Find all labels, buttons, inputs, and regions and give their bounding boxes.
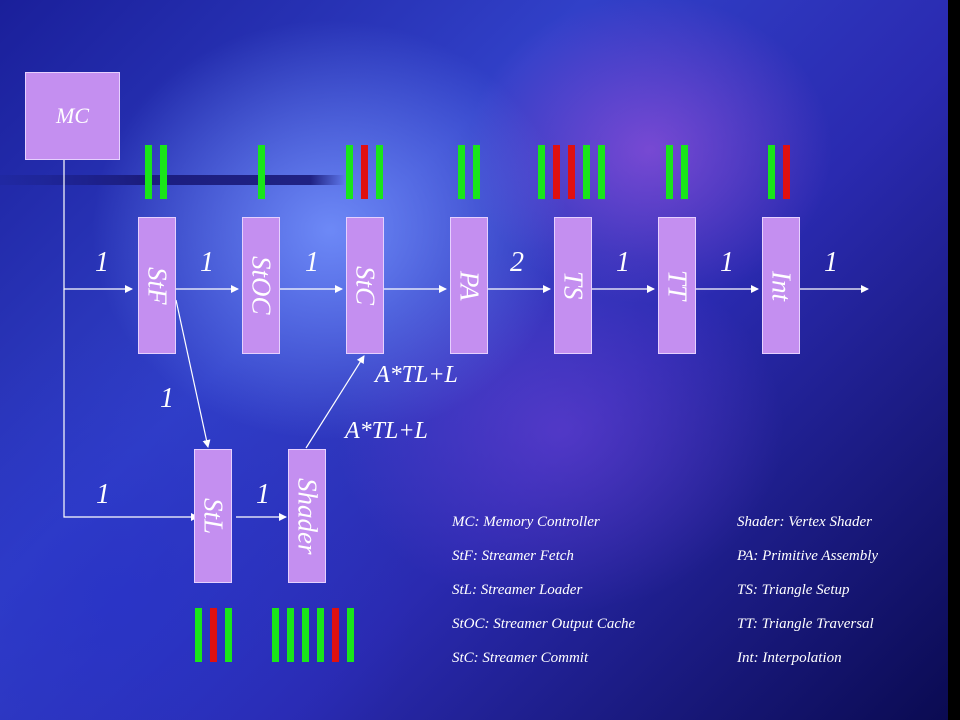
queue-bar-stl-green <box>225 608 232 662</box>
unit-stc-label: StC <box>350 265 381 305</box>
unit-stf: StF <box>138 217 176 354</box>
queue-bar-ts-green <box>583 145 590 199</box>
unit-ts: TS <box>554 217 592 354</box>
unit-stf-label: StF <box>142 266 173 305</box>
legend-right: Shader: Vertex Shader PA: Primitive Asse… <box>737 505 878 675</box>
queue-bar-stc-green <box>376 145 383 199</box>
unit-stoc: StOC <box>242 217 280 354</box>
queue-bar-ts-red <box>568 145 575 199</box>
rate-mc-stl: 1 <box>96 479 110 510</box>
right-edge-band <box>948 0 960 720</box>
unit-tt: TT <box>658 217 696 354</box>
queue-bar-int-red <box>783 145 790 199</box>
queue-bar-tt-green <box>681 145 688 199</box>
queue-bar-shader-green <box>272 608 279 662</box>
unit-stl-label: StL <box>198 497 229 535</box>
queue-bar-shader-green <box>287 608 294 662</box>
unit-tt-label: TT <box>662 270 693 301</box>
unit-mc: MC <box>25 72 120 160</box>
unit-pa-label: PA <box>454 270 485 301</box>
rate-stf-stoc: 1 <box>200 247 214 278</box>
legend-item-stl: StL: Streamer Loader <box>452 582 583 598</box>
rate-stc-pa: 2 <box>510 247 524 278</box>
queue-bar-shader-green <box>317 608 324 662</box>
unit-int: Int <box>762 217 800 354</box>
wire-mc-stl <box>63 289 199 521</box>
rate-pa-ts: 1 <box>616 247 630 278</box>
legend-item-stoc: StOC: Streamer Output Cache <box>452 616 636 632</box>
workload-label-lower: A*TL+L <box>345 418 428 444</box>
unit-int-label: Int <box>766 270 797 301</box>
unit-ts-label: TS <box>558 271 589 300</box>
legend-item-int: Int: Interpolation <box>737 650 842 666</box>
queue-bar-stoc-green <box>258 145 265 199</box>
queue-bar-stl-red <box>210 608 217 662</box>
wire-stf-stl <box>175 299 211 448</box>
queue-bar-ts-green <box>538 145 545 199</box>
legend-item-pa: PA: Primitive Assembly <box>737 548 879 564</box>
workload-label-upper: A*TL+L <box>375 362 458 388</box>
legend-left: MC: Memory Controller StF: Streamer Fetc… <box>452 505 635 675</box>
rate-stf-stl: 1 <box>160 383 174 414</box>
unit-shader-label: Shader <box>292 477 323 555</box>
legend-item-shader: Shader: Vertex Shader <box>737 514 872 530</box>
queue-bar-stc-green <box>346 145 353 199</box>
unit-stl: StL <box>194 449 232 583</box>
rate-ts-tt: 1 <box>720 247 734 278</box>
queue-bar-int-green <box>768 145 775 199</box>
queue-bar-pa-green <box>473 145 480 199</box>
queue-bar-ts-red <box>553 145 560 199</box>
queue-bar-ts-green <box>598 145 605 199</box>
queue-bar-stf-green <box>145 145 152 199</box>
unit-pa: PA <box>450 217 488 354</box>
rate-stl-shader: 1 <box>256 479 270 510</box>
wire-shader-stc <box>305 355 365 449</box>
queue-bar-shader-green <box>302 608 309 662</box>
legend-item-ts: TS: Triangle Setup <box>737 582 850 598</box>
queue-bar-tt-green <box>666 145 673 199</box>
legend-item-stf: StF: Streamer Fetch <box>452 548 574 564</box>
unit-mc-label: MC <box>56 103 89 128</box>
unit-shader: Shader <box>288 449 326 583</box>
legend-item-mc: MC: Memory Controller <box>452 514 600 530</box>
queue-bar-stf-green <box>160 145 167 199</box>
queue-bar-stc-red <box>361 145 368 199</box>
unit-stc: StC <box>346 217 384 354</box>
rate-stoc-stc: 1 <box>305 247 319 278</box>
queue-bar-shader-green <box>347 608 354 662</box>
queue-bar-shader-red <box>332 608 339 662</box>
legend-item-tt: TT: Triangle Traversal <box>737 616 874 632</box>
rate-tt-int: 1 <box>824 247 838 278</box>
rate-mc-stf: 1 <box>95 247 109 278</box>
unit-stoc-label: StOC <box>246 256 277 315</box>
memory-bus-band <box>0 175 345 185</box>
legend-item-stc: StC: Streamer Commit <box>452 650 589 666</box>
queue-bar-stl-green <box>195 608 202 662</box>
queue-bar-pa-green <box>458 145 465 199</box>
